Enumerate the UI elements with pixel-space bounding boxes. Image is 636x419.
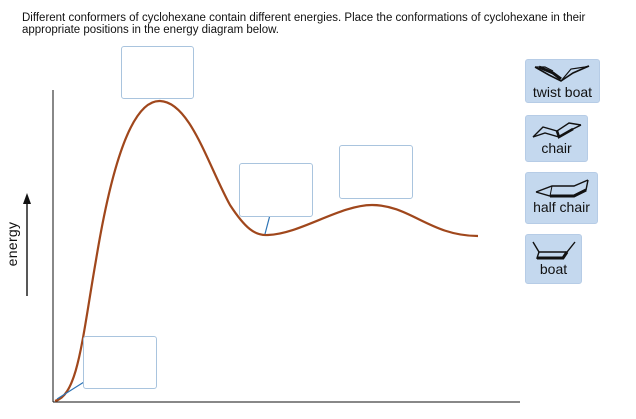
- chair-icon: [532, 122, 581, 139]
- tile-half-chair[interactable]: half chair: [525, 172, 598, 224]
- drop-box-baseline[interactable]: [83, 336, 157, 389]
- tile-half-chair-label: half chair: [533, 199, 590, 215]
- energy-axis-label: energy: [4, 221, 20, 267]
- drop-box-mid-valley[interactable]: [239, 163, 313, 217]
- drop-box-top-peak[interactable]: [121, 46, 194, 99]
- tile-boat-label: boat: [539, 261, 568, 277]
- tile-boat[interactable]: boat: [525, 234, 582, 284]
- tile-twist-boat-label: twist boat: [532, 84, 593, 100]
- energy-curve: [54, 99, 479, 403]
- drop-box-second-peak[interactable]: [339, 145, 413, 199]
- pointer-baseline: [56, 381, 85, 400]
- tile-chair[interactable]: chair: [525, 115, 588, 162]
- tile-twist-boat[interactable]: twist boat: [525, 59, 600, 103]
- twist-boat-icon: [534, 65, 589, 82]
- tile-chair-label: chair: [541, 140, 572, 156]
- half-chair-icon: [535, 179, 589, 198]
- boat-icon: [531, 241, 576, 260]
- energy-arrow-head: [23, 193, 31, 204]
- instructions-text: Different conformers of cyclohexane cont…: [22, 12, 586, 36]
- pointer-mid-valley: [264, 214, 271, 235]
